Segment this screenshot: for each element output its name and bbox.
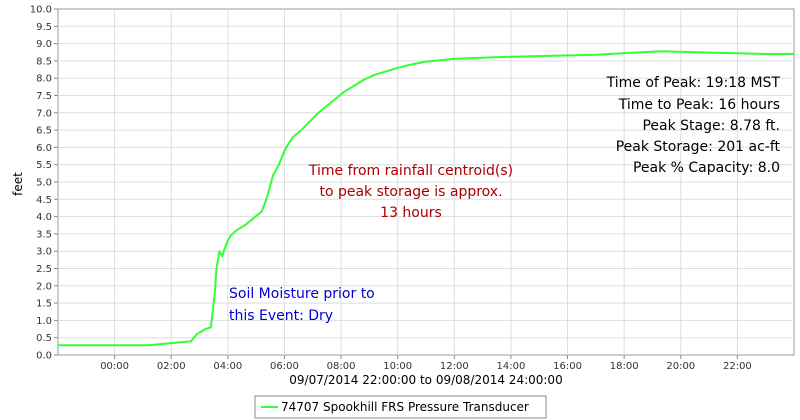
x-tick-label: 04:00 — [213, 361, 242, 372]
y-tick-label: 8.5 — [36, 56, 52, 67]
x-tick-label: 22:00 — [723, 361, 752, 372]
y-tick-label: 5.0 — [36, 178, 52, 189]
peak-info-line: Time to Peak: 16 hours — [618, 97, 780, 113]
x-tick-label: 20:00 — [666, 361, 695, 372]
peak-info-line: Peak Stage: 8.78 ft. — [642, 118, 780, 134]
y-tick-label: 4.0 — [36, 212, 52, 223]
x-tick-label: 06:00 — [270, 361, 299, 372]
x-tick-label: 18:00 — [610, 361, 639, 372]
y-tick-label: 9.5 — [36, 22, 52, 33]
y-tick-label: 1.0 — [36, 316, 52, 327]
legend-label: 74707 Spookhill FRS Pressure Transducer — [281, 400, 529, 414]
y-axis-title: feet — [11, 172, 25, 196]
y-tick-label: 0.0 — [36, 351, 52, 362]
peak-info-line: Peak Storage: 201 ac-ft — [616, 139, 781, 155]
y-tick-label: 3.0 — [36, 247, 52, 258]
x-tick-label: 02:00 — [157, 361, 186, 372]
legend: 74707 Spookhill FRS Pressure Transducer — [254, 395, 547, 419]
y-tick-label: 7.5 — [36, 91, 52, 102]
series-line — [58, 50, 794, 347]
y-tick-label: 10.0 — [30, 5, 52, 16]
y-tick-label: 7.0 — [36, 108, 52, 119]
x-tick-label: 00:00 — [100, 361, 129, 372]
soil-moisture-annotation: Soil Moisture prior to this Event: Dry — [229, 286, 375, 324]
x-tick-label: 10:00 — [383, 361, 412, 372]
peak-info-line: Peak % Capacity: 8.0 — [633, 160, 780, 176]
x-tick-label: 08:00 — [327, 361, 356, 372]
legend-box — [254, 395, 547, 419]
y-tick-label: 2.0 — [36, 281, 52, 292]
y-tick-label: 6.5 — [36, 126, 52, 137]
peak-info-annotation: Time of Peak: 19:18 MST Time to Peak: 16… — [606, 75, 781, 176]
y-tick-label: 3.5 — [36, 229, 52, 240]
centroid-line: 13 hours — [380, 205, 442, 221]
y-tick-label: 9.0 — [36, 39, 52, 50]
y-axis-ticks: 0.0 0.5 1.0 1.5 2.0 2.5 3.0 3.5 4.0 4.5 5.0 5.5 6.0 6… — [30, 5, 58, 362]
x-tick-label: 16:00 — [553, 361, 582, 372]
y-tick-label: 6.0 — [36, 143, 52, 154]
x-axis-title: 09/07/2014 22:00:00 to 09/08/2014 24:00:… — [289, 373, 562, 387]
x-tick-label: 12:00 — [440, 361, 469, 372]
centroid-line: to peak storage is approx. — [319, 184, 502, 200]
y-tick-label: 1.5 — [36, 299, 52, 310]
x-tick-label: 14:00 — [497, 361, 526, 372]
y-tick-label: 0.5 — [36, 333, 52, 344]
peak-info-line: Time of Peak: 19:18 MST — [606, 75, 781, 91]
centroid-line: Time from rainfall centroid(s) — [308, 163, 513, 179]
y-tick-label: 5.5 — [36, 160, 52, 171]
centroid-annotation: Time from rainfall centroid(s) to peak s… — [308, 163, 513, 221]
y-tick-label: 4.5 — [36, 195, 52, 206]
soil-line: Soil Moisture prior to — [229, 286, 375, 302]
soil-line: this Event: Dry — [229, 308, 333, 324]
grid-lines — [58, 9, 794, 355]
y-tick-label: 8.0 — [36, 74, 52, 85]
series-layer — [58, 50, 794, 347]
x-axis-ticks: 00:00 02:00 04:00 06:00 08:00 10:00 12:00 14:00… — [100, 355, 752, 372]
y-tick-label: 2.5 — [36, 264, 52, 275]
